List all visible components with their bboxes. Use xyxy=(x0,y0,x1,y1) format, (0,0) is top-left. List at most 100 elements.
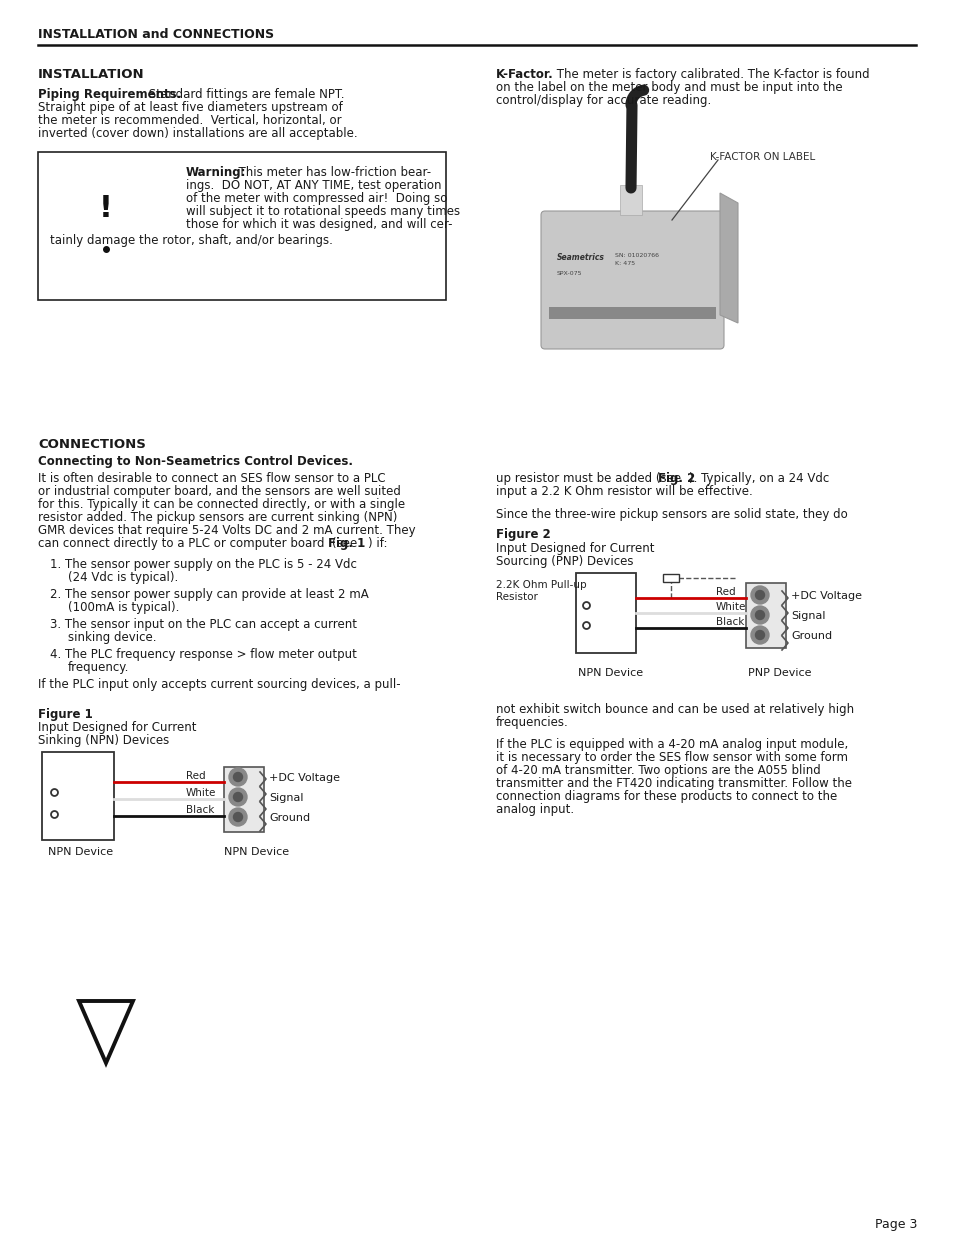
Text: K: 475: K: 475 xyxy=(615,261,635,266)
Text: Fig. 2: Fig. 2 xyxy=(658,472,695,485)
Bar xyxy=(745,583,785,648)
Text: will subject it to rotational speeds many times: will subject it to rotational speeds man… xyxy=(186,205,459,219)
Text: the meter is recommended.  Vertical, horizontal, or: the meter is recommended. Vertical, hori… xyxy=(38,114,341,127)
Text: Seametrics: Seametrics xyxy=(557,253,604,262)
Text: 4. The PLC frequency response > flow meter output: 4. The PLC frequency response > flow met… xyxy=(50,648,356,661)
Bar xyxy=(662,574,679,582)
Polygon shape xyxy=(720,193,738,324)
Text: ) if:: ) if: xyxy=(368,537,387,550)
Text: 2. The sensor power supply can provide at least 2 mA: 2. The sensor power supply can provide a… xyxy=(50,588,369,601)
Text: If the PLC input only accepts current sourcing devices, a pull-: If the PLC input only accepts current so… xyxy=(38,678,400,692)
Text: not exhibit switch bounce and can be used at relatively high: not exhibit switch bounce and can be use… xyxy=(496,703,853,716)
Text: ). Typically, on a 24 Vdc: ). Typically, on a 24 Vdc xyxy=(688,472,828,485)
Text: Signal: Signal xyxy=(269,793,303,803)
Text: Black: Black xyxy=(186,805,214,815)
Text: NPN Device: NPN Device xyxy=(578,668,642,678)
Text: It is often desirable to connect an SES flow sensor to a PLC: It is often desirable to connect an SES … xyxy=(38,472,385,485)
Text: Fig. 1: Fig. 1 xyxy=(328,537,365,550)
Text: Black: Black xyxy=(716,618,743,627)
Circle shape xyxy=(229,788,247,806)
Text: of the meter with compressed air!  Doing so: of the meter with compressed air! Doing … xyxy=(186,191,447,205)
Text: resistor added. The pickup sensors are current sinking (NPN): resistor added. The pickup sensors are c… xyxy=(38,511,397,524)
Circle shape xyxy=(229,768,247,785)
Text: PNP Device: PNP Device xyxy=(747,668,811,678)
Text: 1. The sensor power supply on the PLC is 5 - 24 Vdc: 1. The sensor power supply on the PLC is… xyxy=(50,558,356,571)
Text: Ground: Ground xyxy=(269,813,310,823)
Text: NPN Device: NPN Device xyxy=(224,847,289,857)
Text: Resistor: Resistor xyxy=(496,592,537,601)
Text: inverted (cover down) installations are all acceptable.: inverted (cover down) installations are … xyxy=(38,127,357,140)
Circle shape xyxy=(755,590,763,599)
Text: 2.2K Ohm Pull-up: 2.2K Ohm Pull-up xyxy=(496,580,586,590)
Circle shape xyxy=(755,631,763,640)
Text: +DC Voltage: +DC Voltage xyxy=(269,773,339,783)
Text: frequency.: frequency. xyxy=(68,661,130,674)
Text: for this. Typically it can be connected directly, or with a single: for this. Typically it can be connected … xyxy=(38,498,405,511)
Bar xyxy=(42,752,113,840)
Text: Piping Requirements.: Piping Requirements. xyxy=(38,88,181,101)
Text: K-Factor.: K-Factor. xyxy=(496,68,553,82)
Text: can connect directly to a PLC or computer board  (see: can connect directly to a PLC or compute… xyxy=(38,537,360,550)
Bar xyxy=(619,185,641,215)
Text: those for which it was designed, and will cer-: those for which it was designed, and wil… xyxy=(186,219,452,231)
Text: Figure 1: Figure 1 xyxy=(38,708,92,721)
Text: or industrial computer board, and the sensors are well suited: or industrial computer board, and the se… xyxy=(38,485,400,498)
Circle shape xyxy=(750,585,768,604)
Circle shape xyxy=(750,606,768,624)
Text: GMR devices that require 5-24 Volts DC and 2 mA current. They: GMR devices that require 5-24 Volts DC a… xyxy=(38,524,416,537)
Text: INSTALLATION and CONNECTIONS: INSTALLATION and CONNECTIONS xyxy=(38,28,274,41)
Circle shape xyxy=(755,610,763,620)
Text: up resistor must be added (see: up resistor must be added (see xyxy=(496,472,684,485)
Text: Connecting to Non-Seametrics Control Devices.: Connecting to Non-Seametrics Control Dev… xyxy=(38,454,353,468)
Bar xyxy=(38,152,446,300)
Text: frequencies.: frequencies. xyxy=(496,716,568,729)
Text: Sourcing (PNP) Devices: Sourcing (PNP) Devices xyxy=(496,555,633,568)
Text: Ground: Ground xyxy=(790,631,831,641)
Text: on the label on the meter body and must be input into the: on the label on the meter body and must … xyxy=(496,82,841,94)
Text: (24 Vdc is typical).: (24 Vdc is typical). xyxy=(68,571,178,584)
Text: White: White xyxy=(716,601,745,613)
Text: Warning:: Warning: xyxy=(186,165,246,179)
Text: This meter has low-friction bear-: This meter has low-friction bear- xyxy=(231,165,431,179)
Text: Since the three-wire pickup sensors are solid state, they do: Since the three-wire pickup sensors are … xyxy=(496,508,847,521)
Text: transmitter and the FT420 indicating transmitter. Follow the: transmitter and the FT420 indicating tra… xyxy=(496,777,851,790)
Circle shape xyxy=(750,626,768,643)
Text: Page 3: Page 3 xyxy=(874,1218,917,1231)
Text: SPX-075: SPX-075 xyxy=(557,270,582,275)
Text: input a 2.2 K Ohm resistor will be effective.: input a 2.2 K Ohm resistor will be effec… xyxy=(496,485,752,498)
Text: K-FACTOR ON LABEL: K-FACTOR ON LABEL xyxy=(709,152,815,162)
Text: Figure 2: Figure 2 xyxy=(496,529,550,541)
FancyBboxPatch shape xyxy=(540,211,723,350)
Text: If the PLC is equipped with a 4-20 mA analog input module,: If the PLC is equipped with a 4-20 mA an… xyxy=(496,739,847,751)
Text: tainly damage the rotor, shaft, and/or bearings.: tainly damage the rotor, shaft, and/or b… xyxy=(50,233,333,247)
Text: Red: Red xyxy=(186,771,206,781)
Text: 3. The sensor input on the PLC can accept a current: 3. The sensor input on the PLC can accep… xyxy=(50,618,356,631)
Circle shape xyxy=(233,773,242,782)
Text: control/display for accurate reading.: control/display for accurate reading. xyxy=(496,94,711,107)
Text: Input Designed for Current: Input Designed for Current xyxy=(496,542,654,555)
Text: Red: Red xyxy=(716,587,735,597)
Text: of 4-20 mA transmitter. Two options are the A055 blind: of 4-20 mA transmitter. Two options are … xyxy=(496,764,820,777)
Text: analog input.: analog input. xyxy=(496,803,574,816)
Circle shape xyxy=(233,793,242,802)
Text: !: ! xyxy=(99,194,112,224)
Circle shape xyxy=(233,813,242,821)
Text: ings.  DO NOT, AT ANY TIME, test operation: ings. DO NOT, AT ANY TIME, test operatio… xyxy=(186,179,441,191)
Bar xyxy=(224,767,264,832)
Bar xyxy=(548,308,716,319)
Text: INSTALLATION: INSTALLATION xyxy=(38,68,145,82)
Text: SN: 01020766: SN: 01020766 xyxy=(615,253,659,258)
Text: sinking device.: sinking device. xyxy=(68,631,156,643)
Text: connection diagrams for these products to connect to the: connection diagrams for these products t… xyxy=(496,790,837,803)
Text: Input Designed for Current: Input Designed for Current xyxy=(38,721,196,734)
Circle shape xyxy=(229,808,247,826)
Text: Standard fittings are female NPT.: Standard fittings are female NPT. xyxy=(145,88,344,101)
Text: (100mA is typical).: (100mA is typical). xyxy=(68,601,179,614)
Text: NPN Device: NPN Device xyxy=(48,847,113,857)
Text: Signal: Signal xyxy=(790,611,824,621)
Text: +DC Voltage: +DC Voltage xyxy=(790,592,862,601)
Text: Straight pipe of at least five diameters upstream of: Straight pipe of at least five diameters… xyxy=(38,101,342,114)
Text: it is necessary to order the SES flow sensor with some form: it is necessary to order the SES flow se… xyxy=(496,751,847,764)
Text: CONNECTIONS: CONNECTIONS xyxy=(38,438,146,451)
Text: White: White xyxy=(186,788,216,798)
